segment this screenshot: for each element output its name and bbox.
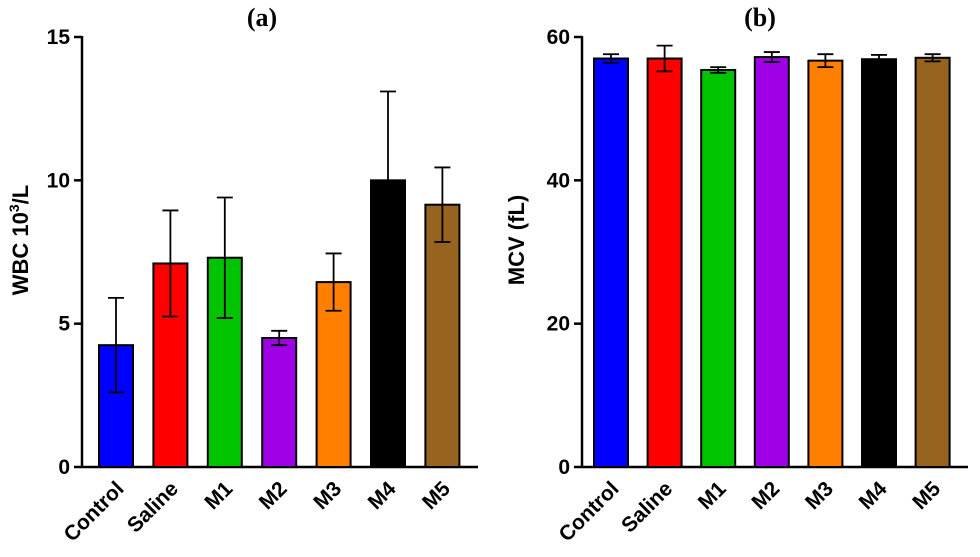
panel-b-bar-m3 — [807, 59, 844, 469]
panel-b-category-label-m2: M2 — [747, 477, 784, 514]
panel-b-category-label-m5: M5 — [908, 477, 945, 514]
panel-b-y-tick-label: 20 — [547, 313, 570, 336]
panel-a-y-axis-label: WBC 103/L — [6, 185, 33, 295]
panel-a-category-label-m1: M1 — [200, 477, 237, 514]
panel-b-bar-m2 — [753, 56, 790, 468]
panel-b-bar-m4 — [861, 58, 897, 468]
panel-a-y-axis-label-main: WBC 10 — [8, 212, 33, 295]
panel-b-category-label-saline: Saline — [617, 477, 677, 537]
panel-b-category-label-control: Control — [554, 477, 623, 546]
panel-a-category-label-saline: Saline — [123, 477, 183, 537]
panel-a-category-label-m3: M3 — [309, 477, 346, 514]
panel-a-category-label-control: Control — [59, 477, 128, 546]
panel-a-y-tick-label: 10 — [47, 169, 70, 192]
panel-a-title: (a) — [247, 3, 277, 32]
panel-b-bar-m1 — [700, 68, 737, 468]
panel-a-bar-m5 — [424, 203, 461, 468]
panel-b-y-tick-label: 60 — [547, 26, 570, 49]
panel-b-category-label-m1: M1 — [694, 477, 731, 514]
panel-a-y-axis-label-sup: 3 — [6, 204, 22, 212]
panel-b-category-label-m3: M3 — [801, 477, 838, 514]
panel-b-bar-control — [593, 57, 629, 468]
panel-b-y-tick-label: 0 — [558, 456, 570, 479]
panel-a-category-label-m4: M4 — [364, 477, 401, 514]
panel-b-category-label-m4: M4 — [855, 477, 892, 514]
panel-b-y-axis-label: MCV (fL) — [504, 195, 529, 285]
panel-a-y-tick-label: 15 — [47, 26, 71, 49]
panel-a-bar-m2 — [261, 337, 298, 468]
panel-a-y-tick-label: 0 — [58, 456, 70, 479]
panel-b-title: (b) — [744, 3, 776, 32]
panel-b-bar-saline — [646, 57, 683, 468]
panel-a-y-axis-label-suffix: /L — [8, 185, 33, 205]
panel-a-category-label-m5: M5 — [418, 477, 455, 514]
panel-a-category-label-m2: M2 — [255, 477, 292, 514]
panel-b-bar-m5 — [914, 56, 951, 469]
panel-a-y-tick-label: 5 — [58, 313, 70, 336]
panel-b-y-tick-label: 40 — [547, 169, 570, 192]
